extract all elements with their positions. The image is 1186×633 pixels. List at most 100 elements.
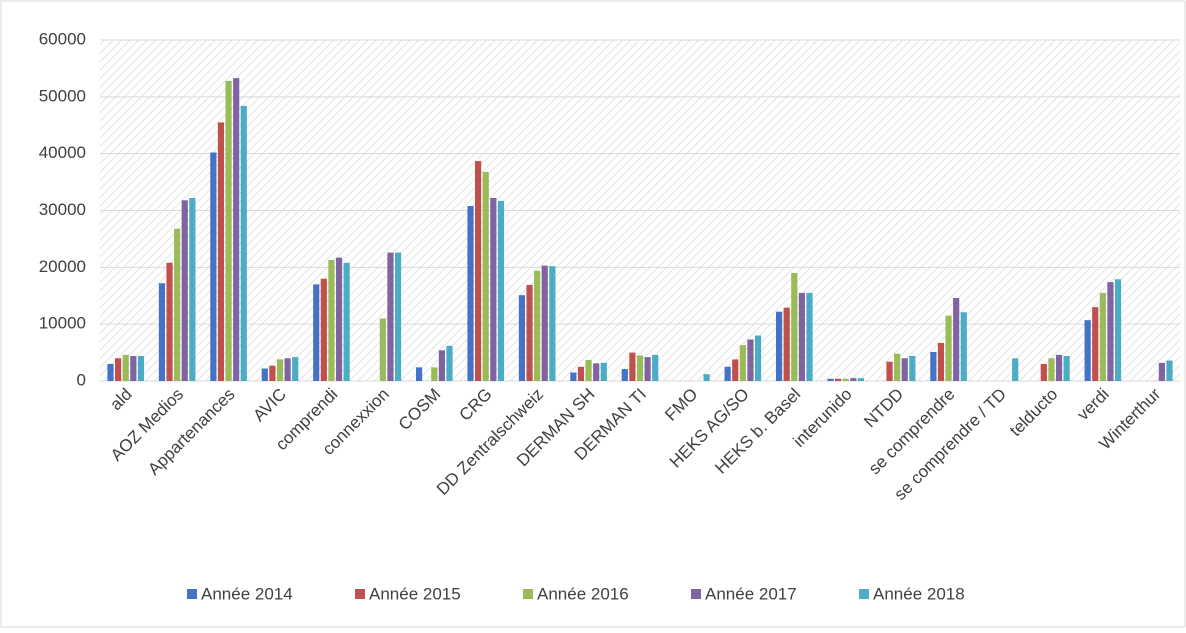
bar bbox=[497, 200, 505, 381]
y-tick-label: 30000 bbox=[39, 200, 86, 219]
bar bbox=[652, 354, 659, 381]
y-tick-label: 0 bbox=[77, 370, 86, 389]
bar bbox=[482, 171, 489, 381]
bar bbox=[783, 307, 790, 381]
bar bbox=[122, 354, 129, 381]
legend-swatch bbox=[691, 589, 701, 599]
bar bbox=[313, 284, 320, 381]
bar bbox=[261, 368, 268, 381]
bar bbox=[379, 318, 386, 381]
bar bbox=[747, 339, 754, 381]
bar bbox=[166, 262, 173, 381]
bar bbox=[284, 358, 291, 381]
bar bbox=[1063, 355, 1070, 381]
bar bbox=[210, 152, 217, 381]
bar bbox=[1012, 358, 1019, 381]
bar bbox=[446, 345, 453, 381]
bar bbox=[217, 122, 225, 382]
bar bbox=[1158, 362, 1165, 381]
bar bbox=[137, 355, 145, 381]
bar bbox=[276, 359, 284, 381]
bar bbox=[644, 357, 651, 381]
bar bbox=[739, 345, 746, 381]
bar bbox=[835, 378, 842, 381]
bar bbox=[754, 335, 762, 381]
bar bbox=[335, 257, 343, 381]
bar bbox=[629, 352, 636, 381]
bar bbox=[415, 367, 423, 381]
bar bbox=[387, 252, 394, 381]
bar bbox=[438, 350, 445, 381]
y-tick-label: 10000 bbox=[39, 314, 86, 333]
bar bbox=[225, 80, 232, 382]
bar bbox=[130, 355, 137, 381]
bar bbox=[1114, 279, 1122, 381]
bar bbox=[541, 265, 548, 381]
bar bbox=[827, 378, 834, 381]
bar bbox=[431, 367, 438, 381]
bar bbox=[909, 355, 916, 381]
bar bbox=[570, 372, 577, 381]
bar bbox=[394, 252, 402, 381]
y-tick-label: 20000 bbox=[39, 257, 86, 276]
legend-label: Année 2018 bbox=[873, 584, 965, 603]
bar bbox=[600, 362, 607, 381]
bar bbox=[269, 365, 276, 381]
bar bbox=[850, 378, 857, 381]
legend-swatch bbox=[523, 589, 533, 599]
bar bbox=[636, 355, 644, 381]
bar bbox=[490, 197, 497, 381]
legend-label: Année 2016 bbox=[537, 584, 629, 603]
legend-swatch bbox=[187, 589, 197, 599]
legend-swatch bbox=[355, 589, 365, 599]
y-tick-label: 40000 bbox=[39, 143, 86, 162]
bar bbox=[937, 342, 945, 381]
bar bbox=[158, 283, 166, 381]
bar bbox=[1055, 354, 1063, 381]
bar bbox=[775, 311, 783, 381]
bar bbox=[791, 273, 798, 381]
legend-label: Année 2014 bbox=[201, 584, 293, 603]
bar bbox=[621, 369, 628, 381]
bar bbox=[901, 358, 908, 381]
bar bbox=[534, 270, 541, 381]
bar bbox=[292, 357, 299, 381]
bar bbox=[703, 374, 710, 381]
bar bbox=[960, 312, 967, 381]
bar bbox=[174, 228, 181, 381]
bar bbox=[1040, 363, 1047, 381]
bar bbox=[526, 284, 533, 381]
bar bbox=[343, 262, 350, 381]
bar bbox=[328, 259, 335, 381]
bar bbox=[475, 161, 482, 381]
bar bbox=[894, 353, 901, 381]
bar bbox=[189, 197, 196, 381]
bar bbox=[798, 292, 805, 381]
bar bbox=[181, 200, 188, 381]
bar bbox=[1107, 282, 1114, 381]
bar bbox=[930, 352, 937, 381]
bar bbox=[806, 292, 813, 381]
bar bbox=[945, 315, 952, 381]
bar bbox=[107, 363, 114, 381]
bar bbox=[1084, 320, 1091, 381]
bar bbox=[842, 378, 849, 381]
bar bbox=[467, 205, 474, 381]
bar bbox=[320, 278, 327, 381]
bar bbox=[953, 298, 960, 381]
bar bbox=[857, 378, 865, 381]
bar bbox=[585, 359, 592, 381]
bar bbox=[732, 359, 739, 381]
y-tick-label: 60000 bbox=[39, 29, 86, 48]
legend-label: Année 2015 bbox=[369, 584, 461, 603]
bar bbox=[724, 366, 731, 381]
bar bbox=[1099, 292, 1106, 381]
bar bbox=[240, 105, 247, 381]
y-tick-label: 50000 bbox=[39, 86, 86, 105]
bar bbox=[593, 363, 600, 381]
bar bbox=[1166, 360, 1173, 381]
bar bbox=[549, 266, 556, 381]
bar bbox=[233, 78, 240, 381]
bar bbox=[886, 361, 893, 381]
